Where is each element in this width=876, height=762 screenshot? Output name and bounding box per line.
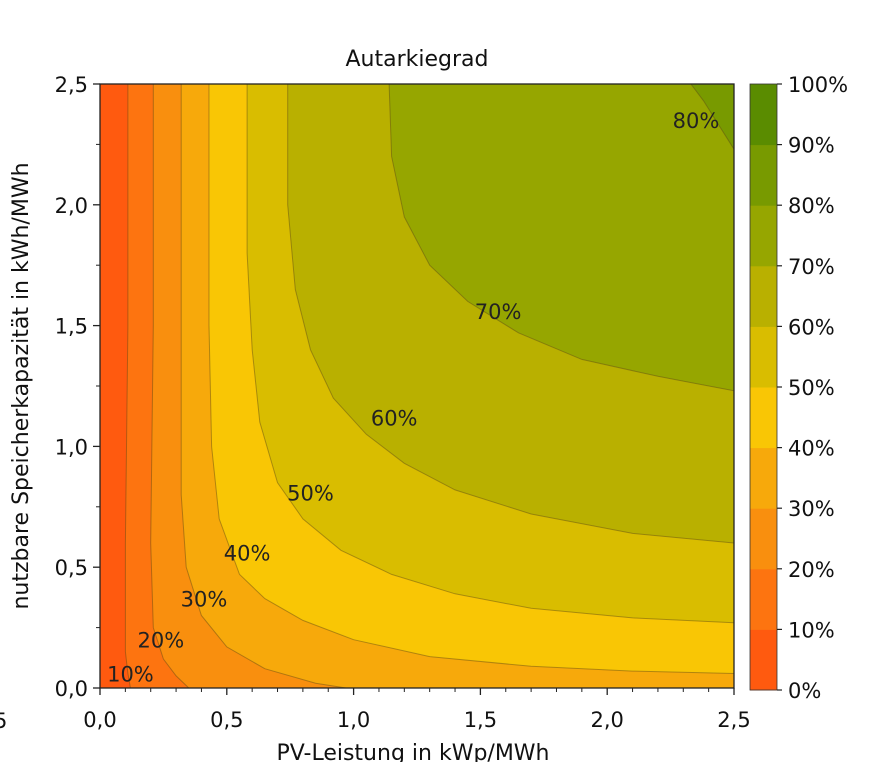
contour-labels: 10% 20% 30% 40% 50% 60% 70% 80% — [107, 109, 719, 686]
x-tick-label: 0,0 — [83, 708, 116, 732]
colorbar-segment — [750, 205, 777, 267]
contour-label-80: 80% — [673, 109, 720, 133]
contour-label-60: 60% — [371, 406, 418, 430]
colorbar-label: 60% — [788, 315, 835, 339]
colorbar-segment — [750, 265, 777, 327]
colorbar-segment — [750, 387, 777, 449]
contour-line-40 — [208, 84, 734, 674]
colorbar-segment — [750, 84, 777, 146]
colorbar-segment — [750, 508, 777, 570]
y-tick-label: 1,5 — [55, 315, 88, 339]
y-tick-label: 2,5 — [55, 73, 88, 97]
colorbar-label: 80% — [788, 194, 835, 218]
colorbar-segment — [750, 568, 777, 630]
x-tick-label: 2,0 — [590, 708, 623, 732]
band-70 — [389, 84, 734, 391]
band-80 — [690, 84, 734, 150]
y-tick-label: 1,0 — [55, 435, 88, 459]
x-tick-label: 0,5 — [210, 708, 243, 732]
contour-label-30: 30% — [181, 588, 228, 612]
colorbar-label: 70% — [788, 255, 835, 279]
contour-line-30 — [180, 84, 347, 688]
y-tick-label: 0,5 — [55, 556, 88, 580]
contour-line-60 — [287, 84, 734, 544]
colorbar-segment — [750, 144, 777, 206]
contour-line-50 — [246, 84, 734, 624]
left-edge-fragment: 5 — [0, 709, 7, 733]
contour-line-20 — [150, 84, 190, 688]
colorbar-label: 0% — [788, 679, 821, 703]
x-axis-title: PV-Leistung in kWp/MWh — [276, 741, 549, 762]
contour-line-80 — [690, 84, 734, 150]
x-tick-label: 2,5 — [717, 708, 750, 732]
colorbar-label: 40% — [788, 437, 835, 461]
contour-line-70 — [388, 84, 734, 392]
contour-label-50: 50% — [287, 481, 334, 505]
colorbar-label: 90% — [788, 134, 835, 158]
contour-label-10: 10% — [107, 663, 154, 687]
y-axis-title: nutzbare Speicherkapazität in kWh/MWh — [9, 162, 34, 609]
colorbar-label: 100% — [788, 73, 848, 97]
y-tick-label: 0,0 — [55, 677, 88, 701]
colorbar-segment — [750, 629, 777, 691]
contour-lines — [124, 84, 734, 688]
x-tick-label: 1,5 — [464, 708, 497, 732]
contour-label-70: 70% — [475, 300, 522, 324]
colorbar: 0% 10% 20% 30% 40% 50% 60% 70% 80% 90% 100% — [749, 73, 848, 703]
colorbar-label: 10% — [788, 618, 835, 642]
contour-line-10 — [124, 84, 131, 688]
colorbar-segment — [750, 326, 777, 388]
colorbar-label: 50% — [788, 376, 835, 400]
chart-title: Autarkiegrad — [346, 47, 489, 72]
axis-ticks: 0,0 0,5 1,0 1,5 2,0 2,5 0,0 0,5 1,0 1,5 2,0 2,5 — [55, 73, 751, 732]
contour-label-40: 40% — [224, 542, 271, 566]
colorbar-segment — [750, 447, 777, 509]
colorbar-label: 30% — [788, 497, 835, 521]
colorbar-label: 20% — [788, 558, 835, 582]
contour-bands — [100, 84, 734, 688]
x-tick-label: 1,0 — [337, 708, 370, 732]
contour-label-20: 20% — [138, 629, 185, 653]
y-tick-label: 2,0 — [55, 194, 88, 218]
